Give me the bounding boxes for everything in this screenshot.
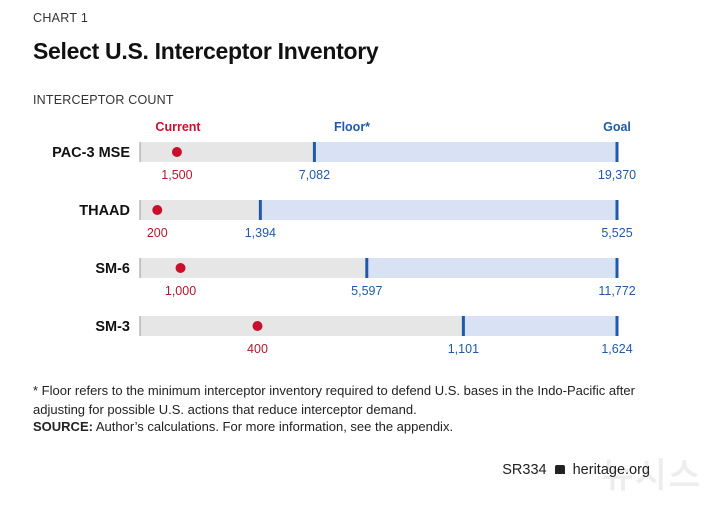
bar-floor-to-goal xyxy=(366,258,617,278)
category-label: SM-6 xyxy=(95,261,130,277)
goal-value-label: 19,370 xyxy=(598,168,636,182)
source-label: SOURCE: xyxy=(33,419,93,434)
current-value-label: 1,000 xyxy=(165,284,196,298)
goal-marker xyxy=(615,258,619,278)
interceptor-chart: Current Floor* Goal PAC-3 MSE 1,500 7,082 19,3… xyxy=(52,120,636,356)
legend-floor: Floor* xyxy=(334,120,370,134)
footnote: * Floor refers to the minimum intercepto… xyxy=(33,383,635,417)
site-link[interactable]: heritage.org xyxy=(572,462,650,478)
source-note: SOURCE: Author’s calculations. For more … xyxy=(33,419,453,434)
bar-to-floor xyxy=(140,200,261,220)
floor-marker xyxy=(461,316,465,336)
goal-value-label: 11,772 xyxy=(598,284,635,298)
current-dot xyxy=(252,321,263,331)
current-value-label: 200 xyxy=(147,226,168,240)
floor-value-label: 5,597 xyxy=(351,284,382,298)
legend-current: Current xyxy=(155,120,201,134)
category-label: THAAD xyxy=(79,203,130,219)
current-dot xyxy=(175,263,186,273)
source-text: Author’s calculations. For more informat… xyxy=(92,419,454,434)
chart-kicker: CHART 1 xyxy=(33,11,89,25)
floor-value-label: 7,082 xyxy=(299,168,330,182)
category-label: SM-3 xyxy=(95,319,130,335)
goal-marker xyxy=(615,142,619,162)
heritage-logo-icon xyxy=(554,464,565,474)
goal-value-label: 5,525 xyxy=(601,226,632,240)
goal-marker xyxy=(615,316,619,336)
bar-to-floor xyxy=(140,316,464,336)
floor-value-label: 1,101 xyxy=(448,342,479,356)
floor-marker xyxy=(258,200,262,220)
floor-marker xyxy=(312,142,316,162)
bar-to-floor xyxy=(140,142,315,162)
current-dot xyxy=(152,205,163,215)
goal-marker xyxy=(615,200,619,220)
floor-marker xyxy=(365,258,369,278)
current-value-label: 1,500 xyxy=(161,168,192,182)
category-label: PAC-3 MSE xyxy=(52,145,130,161)
goal-value-label: 1,624 xyxy=(601,342,632,356)
branding: SR334 heritage.org xyxy=(502,462,650,478)
bar-floor-to-goal xyxy=(314,142,617,162)
legend-goal: Goal xyxy=(603,120,631,134)
watermark: 뉴시스 xyxy=(602,457,702,495)
y-axis-label: INTERCEPTOR COUNT xyxy=(33,93,174,107)
bar-floor-to-goal xyxy=(463,316,617,336)
bar-floor-to-goal xyxy=(260,200,617,220)
current-dot xyxy=(171,147,182,157)
bar-to-floor xyxy=(140,258,367,278)
floor-value-label: 1,394 xyxy=(245,226,276,240)
chart-title: Select U.S. Interceptor Inventory xyxy=(33,38,379,64)
current-value-label: 400 xyxy=(247,342,268,356)
report-id: SR334 xyxy=(502,462,547,478)
